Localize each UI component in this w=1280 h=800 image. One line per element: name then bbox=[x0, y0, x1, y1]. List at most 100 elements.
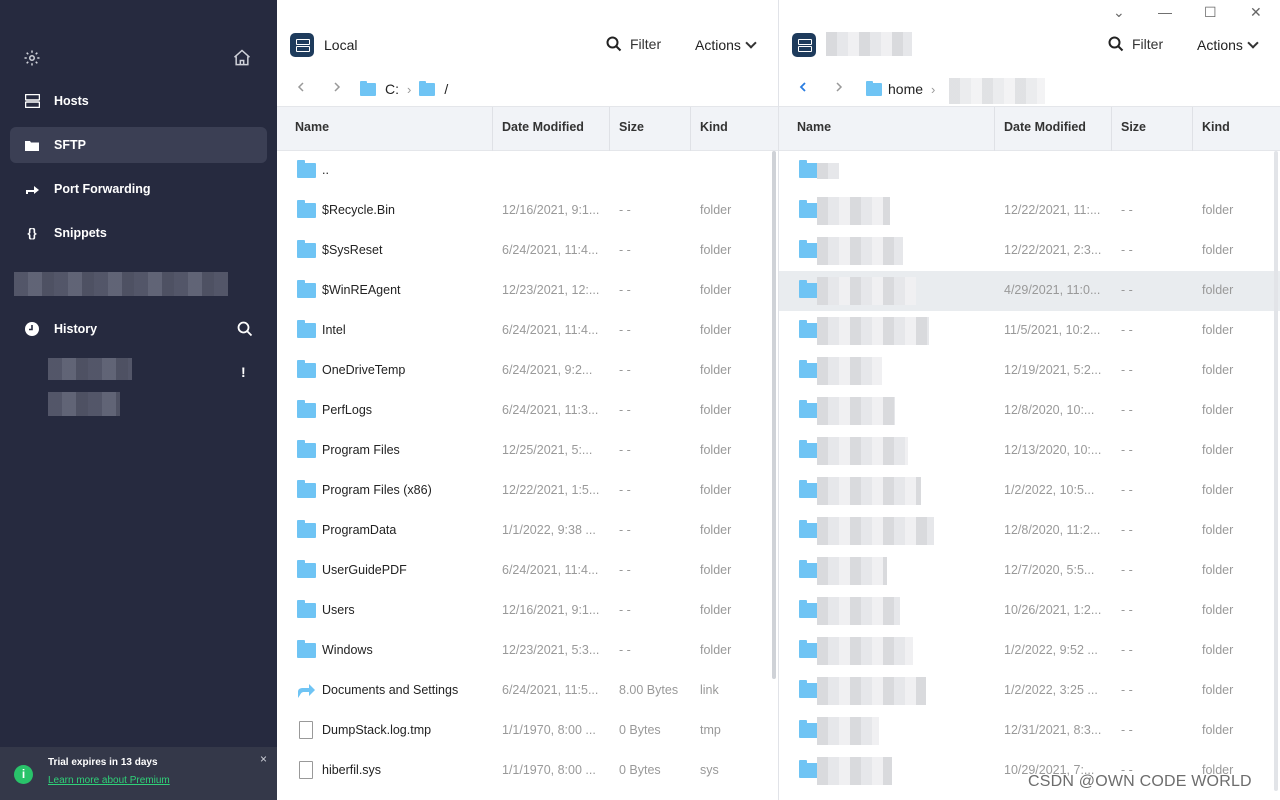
file-kind: folder bbox=[1202, 523, 1234, 537]
column-header-date[interactable]: Date Modified bbox=[502, 120, 584, 134]
table-row[interactable]: 1/2/2022, 10:5... - - folder bbox=[779, 471, 1280, 511]
premium-link[interactable]: Learn more about Premium bbox=[48, 775, 170, 786]
table-row[interactable]: Program Files (x86) 12/22/2021, 1:5... - -… bbox=[277, 471, 778, 511]
table-row[interactable]: 10/26/2021, 1:2... - - folder bbox=[779, 591, 1280, 631]
table-row[interactable]: 11/5/2021, 10:2... - - folder bbox=[779, 311, 1280, 351]
minimize-window-button[interactable]: — bbox=[1158, 4, 1172, 20]
table-row[interactable]: 12/8/2020, 10:... - - folder bbox=[779, 391, 1280, 431]
folder-icon bbox=[799, 640, 818, 658]
table-row[interactable]: ProgramData 1/1/2022, 9:38 ... - - folder bbox=[277, 511, 778, 551]
column-divider[interactable] bbox=[994, 107, 995, 151]
remote-filter-button[interactable]: Filter bbox=[1108, 36, 1163, 52]
column-header-name[interactable]: Name bbox=[295, 120, 330, 134]
remote-scrollbar[interactable] bbox=[1274, 151, 1278, 791]
redacted-breadcrumb-item[interactable] bbox=[949, 78, 1045, 104]
redacted-history-item[interactable] bbox=[48, 392, 120, 416]
actions-label: Actions bbox=[1197, 37, 1243, 53]
table-row[interactable]: Documents and Settings 6/24/2021, 11:5...… bbox=[277, 671, 778, 711]
column-header-name[interactable]: Name bbox=[797, 120, 832, 134]
local-pane: Local Filter Actions C: › / Name Date Mo… bbox=[277, 0, 778, 800]
folder-icon bbox=[799, 160, 818, 178]
table-row[interactable]: 12/13/2020, 10:... - - folder bbox=[779, 431, 1280, 471]
file-size: - - bbox=[619, 243, 631, 257]
column-divider[interactable] bbox=[1111, 107, 1112, 151]
local-filter-button[interactable]: Filter bbox=[606, 36, 661, 52]
column-divider[interactable] bbox=[492, 107, 493, 151]
file-size: - - bbox=[1121, 523, 1133, 537]
table-row[interactable]: 12/8/2020, 11:2... - - folder bbox=[779, 511, 1280, 551]
table-row[interactable]: Windows 12/23/2021, 5:3... - - folder bbox=[277, 631, 778, 671]
column-header-kind[interactable]: Kind bbox=[1202, 120, 1230, 134]
file-size: - - bbox=[1121, 443, 1133, 457]
collapse-window-icon[interactable]: ⌄ bbox=[1113, 4, 1125, 20]
table-row[interactable]: 1/2/2022, 3:25 ... - - folder bbox=[779, 671, 1280, 711]
sidebar-item-hosts[interactable]: Hosts bbox=[10, 83, 267, 119]
file-name: $Recycle.Bin bbox=[322, 203, 395, 217]
table-row[interactable]: 4/29/2021, 11:0... - - folder bbox=[779, 271, 1280, 311]
table-row[interactable]: Intel 6/24/2021, 11:4... - - folder bbox=[277, 311, 778, 351]
file-kind: folder bbox=[700, 363, 732, 377]
maximize-window-button[interactable]: ☐ bbox=[1204, 4, 1217, 20]
file-name: .. bbox=[322, 163, 329, 177]
sidebar-item-port-forwarding[interactable]: Port Forwarding bbox=[10, 171, 267, 207]
file-size: 8.00 Bytes bbox=[619, 683, 679, 697]
local-pane-title[interactable]: Local bbox=[324, 37, 358, 53]
file-kind: folder bbox=[1202, 243, 1234, 257]
file-size: - - bbox=[1121, 403, 1133, 417]
table-row[interactable]: PerfLogs 6/24/2021, 11:3... - - folder bbox=[277, 391, 778, 431]
column-divider[interactable] bbox=[609, 107, 610, 151]
column-divider[interactable] bbox=[1192, 107, 1193, 151]
close-trial-button[interactable]: × bbox=[260, 752, 268, 766]
table-row[interactable]: $WinREAgent 12/23/2021, 12:... - - folder bbox=[277, 271, 778, 311]
table-row[interactable]: Users 12/16/2021, 9:1... - - folder bbox=[277, 591, 778, 631]
table-row[interactable]: hiberfil.sys 1/1/1970, 8:00 ... 0 Bytes sys bbox=[277, 751, 778, 791]
table-row[interactable]: UserGuidePDF 6/24/2021, 11:4... - - folder bbox=[277, 551, 778, 591]
remote-actions-button[interactable]: Actions bbox=[1197, 36, 1259, 53]
local-actions-button[interactable]: Actions bbox=[695, 36, 757, 53]
local-scrollbar[interactable] bbox=[772, 151, 776, 679]
date-modified: 1/2/2022, 3:25 ... bbox=[1004, 683, 1098, 697]
history-search-icon[interactable] bbox=[237, 321, 253, 337]
redacted-history-item[interactable] bbox=[48, 358, 132, 380]
back-arrow-icon[interactable] bbox=[296, 82, 306, 92]
breadcrumb-item[interactable]: C: bbox=[385, 81, 399, 97]
sidebar-item-snippets[interactable]: {} Snippets bbox=[10, 215, 267, 251]
table-row[interactable]: 12/31/2021, 8:3... - - folder bbox=[779, 711, 1280, 751]
forward-arrow-icon[interactable] bbox=[834, 82, 844, 92]
table-row[interactable]: $Recycle.Bin 12/16/2021, 9:1... - - folder bbox=[277, 191, 778, 231]
column-divider[interactable] bbox=[690, 107, 691, 151]
table-row[interactable]: 12/19/2021, 5:2... - - folder bbox=[779, 351, 1280, 391]
breadcrumb-item[interactable]: home bbox=[888, 81, 924, 97]
sidebar-item-sftp[interactable]: SFTP bbox=[10, 127, 267, 163]
redacted-remote-title[interactable] bbox=[826, 32, 912, 56]
table-row[interactable] bbox=[779, 151, 1280, 191]
table-row[interactable]: 10/29/2021, 7:... - - folder bbox=[779, 751, 1280, 791]
table-row[interactable]: 12/22/2021, 11:... - - folder bbox=[779, 191, 1280, 231]
folder-icon bbox=[799, 720, 818, 738]
table-row[interactable]: OneDriveTemp 6/24/2021, 9:2... - - folder bbox=[277, 351, 778, 391]
table-row[interactable]: 12/22/2021, 2:3... - - folder bbox=[779, 231, 1280, 271]
home-icon[interactable] bbox=[232, 48, 252, 68]
table-row[interactable]: 12/7/2020, 5:5... - - folder bbox=[779, 551, 1280, 591]
forward-arrow-icon[interactable] bbox=[332, 82, 342, 92]
table-row[interactable]: DumpStack.log.tmp 1/1/1970, 8:00 ... 0 Byt… bbox=[277, 711, 778, 751]
column-header-date[interactable]: Date Modified bbox=[1004, 120, 1086, 134]
redacted-host-group[interactable] bbox=[14, 272, 228, 296]
column-header-kind[interactable]: Kind bbox=[700, 120, 728, 134]
folder-icon bbox=[297, 480, 316, 498]
column-header-size[interactable]: Size bbox=[619, 120, 645, 134]
back-arrow-icon[interactable] bbox=[798, 82, 808, 92]
column-header-size[interactable]: Size bbox=[1121, 120, 1147, 134]
file-size: - - bbox=[619, 643, 631, 657]
breadcrumb-item[interactable]: / bbox=[444, 81, 449, 97]
table-row[interactable]: Program Files 12/25/2021, 5:... - - folder bbox=[277, 431, 778, 471]
file-kind: folder bbox=[700, 283, 732, 297]
folder-icon bbox=[297, 360, 316, 378]
table-row[interactable]: $SysReset 6/24/2021, 11:4... - - folder bbox=[277, 231, 778, 271]
table-row[interactable]: .. bbox=[277, 151, 778, 191]
table-row[interactable]: 1/2/2022, 9:52 ... - - folder bbox=[779, 631, 1280, 671]
pane-divider[interactable] bbox=[778, 0, 779, 800]
file-size: - - bbox=[1121, 483, 1133, 497]
close-window-button[interactable]: ✕ bbox=[1250, 4, 1262, 20]
settings-gear-icon[interactable] bbox=[23, 49, 41, 67]
